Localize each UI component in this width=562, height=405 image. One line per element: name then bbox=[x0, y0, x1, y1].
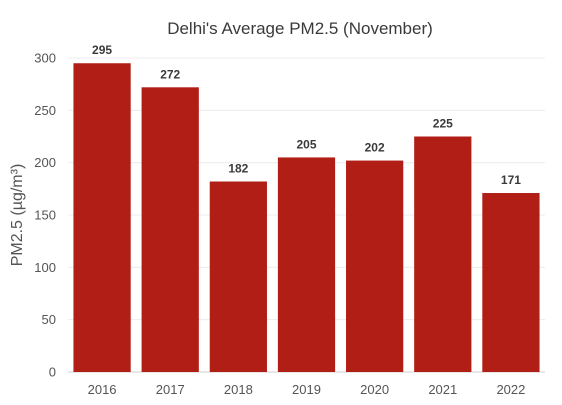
y-tick-label: 150 bbox=[34, 208, 56, 223]
bar-2022 bbox=[482, 193, 540, 372]
data-label-2017: 272 bbox=[160, 67, 180, 81]
data-label-2018: 182 bbox=[228, 162, 248, 176]
x-tick-label-2016: 2016 bbox=[88, 382, 117, 397]
data-label-2021: 225 bbox=[433, 117, 453, 131]
chart-title: Delhi's Average PM2.5 (November) bbox=[167, 19, 433, 38]
bar-2019 bbox=[277, 157, 336, 372]
x-tick-label-2021: 2021 bbox=[428, 382, 457, 397]
y-tick-label: 200 bbox=[34, 155, 56, 170]
x-tick-label-2020: 2020 bbox=[360, 382, 389, 397]
x-tick-label-2022: 2022 bbox=[496, 382, 525, 397]
x-tick-label-2018: 2018 bbox=[224, 382, 253, 397]
data-label-2016: 295 bbox=[92, 43, 112, 57]
y-tick-label: 0 bbox=[49, 365, 56, 380]
bar-2018 bbox=[209, 181, 267, 372]
x-tick-label-2019: 2019 bbox=[292, 382, 321, 397]
data-label-2022: 171 bbox=[501, 173, 521, 187]
data-label-2020: 202 bbox=[365, 141, 385, 155]
x-tick-label-2017: 2017 bbox=[156, 382, 185, 397]
y-axis-title: PM2.5 (µg/m³) bbox=[9, 164, 26, 267]
y-tick-label: 100 bbox=[34, 260, 56, 275]
data-label-2019: 205 bbox=[296, 137, 316, 151]
bar-2016 bbox=[73, 63, 131, 372]
y-tick-label: 250 bbox=[34, 103, 56, 118]
y-tick-label: 50 bbox=[42, 312, 56, 327]
bar-2020 bbox=[346, 160, 404, 372]
bar-2017 bbox=[141, 87, 199, 372]
y-tick-label: 300 bbox=[34, 51, 56, 66]
bar-2021 bbox=[414, 136, 472, 372]
